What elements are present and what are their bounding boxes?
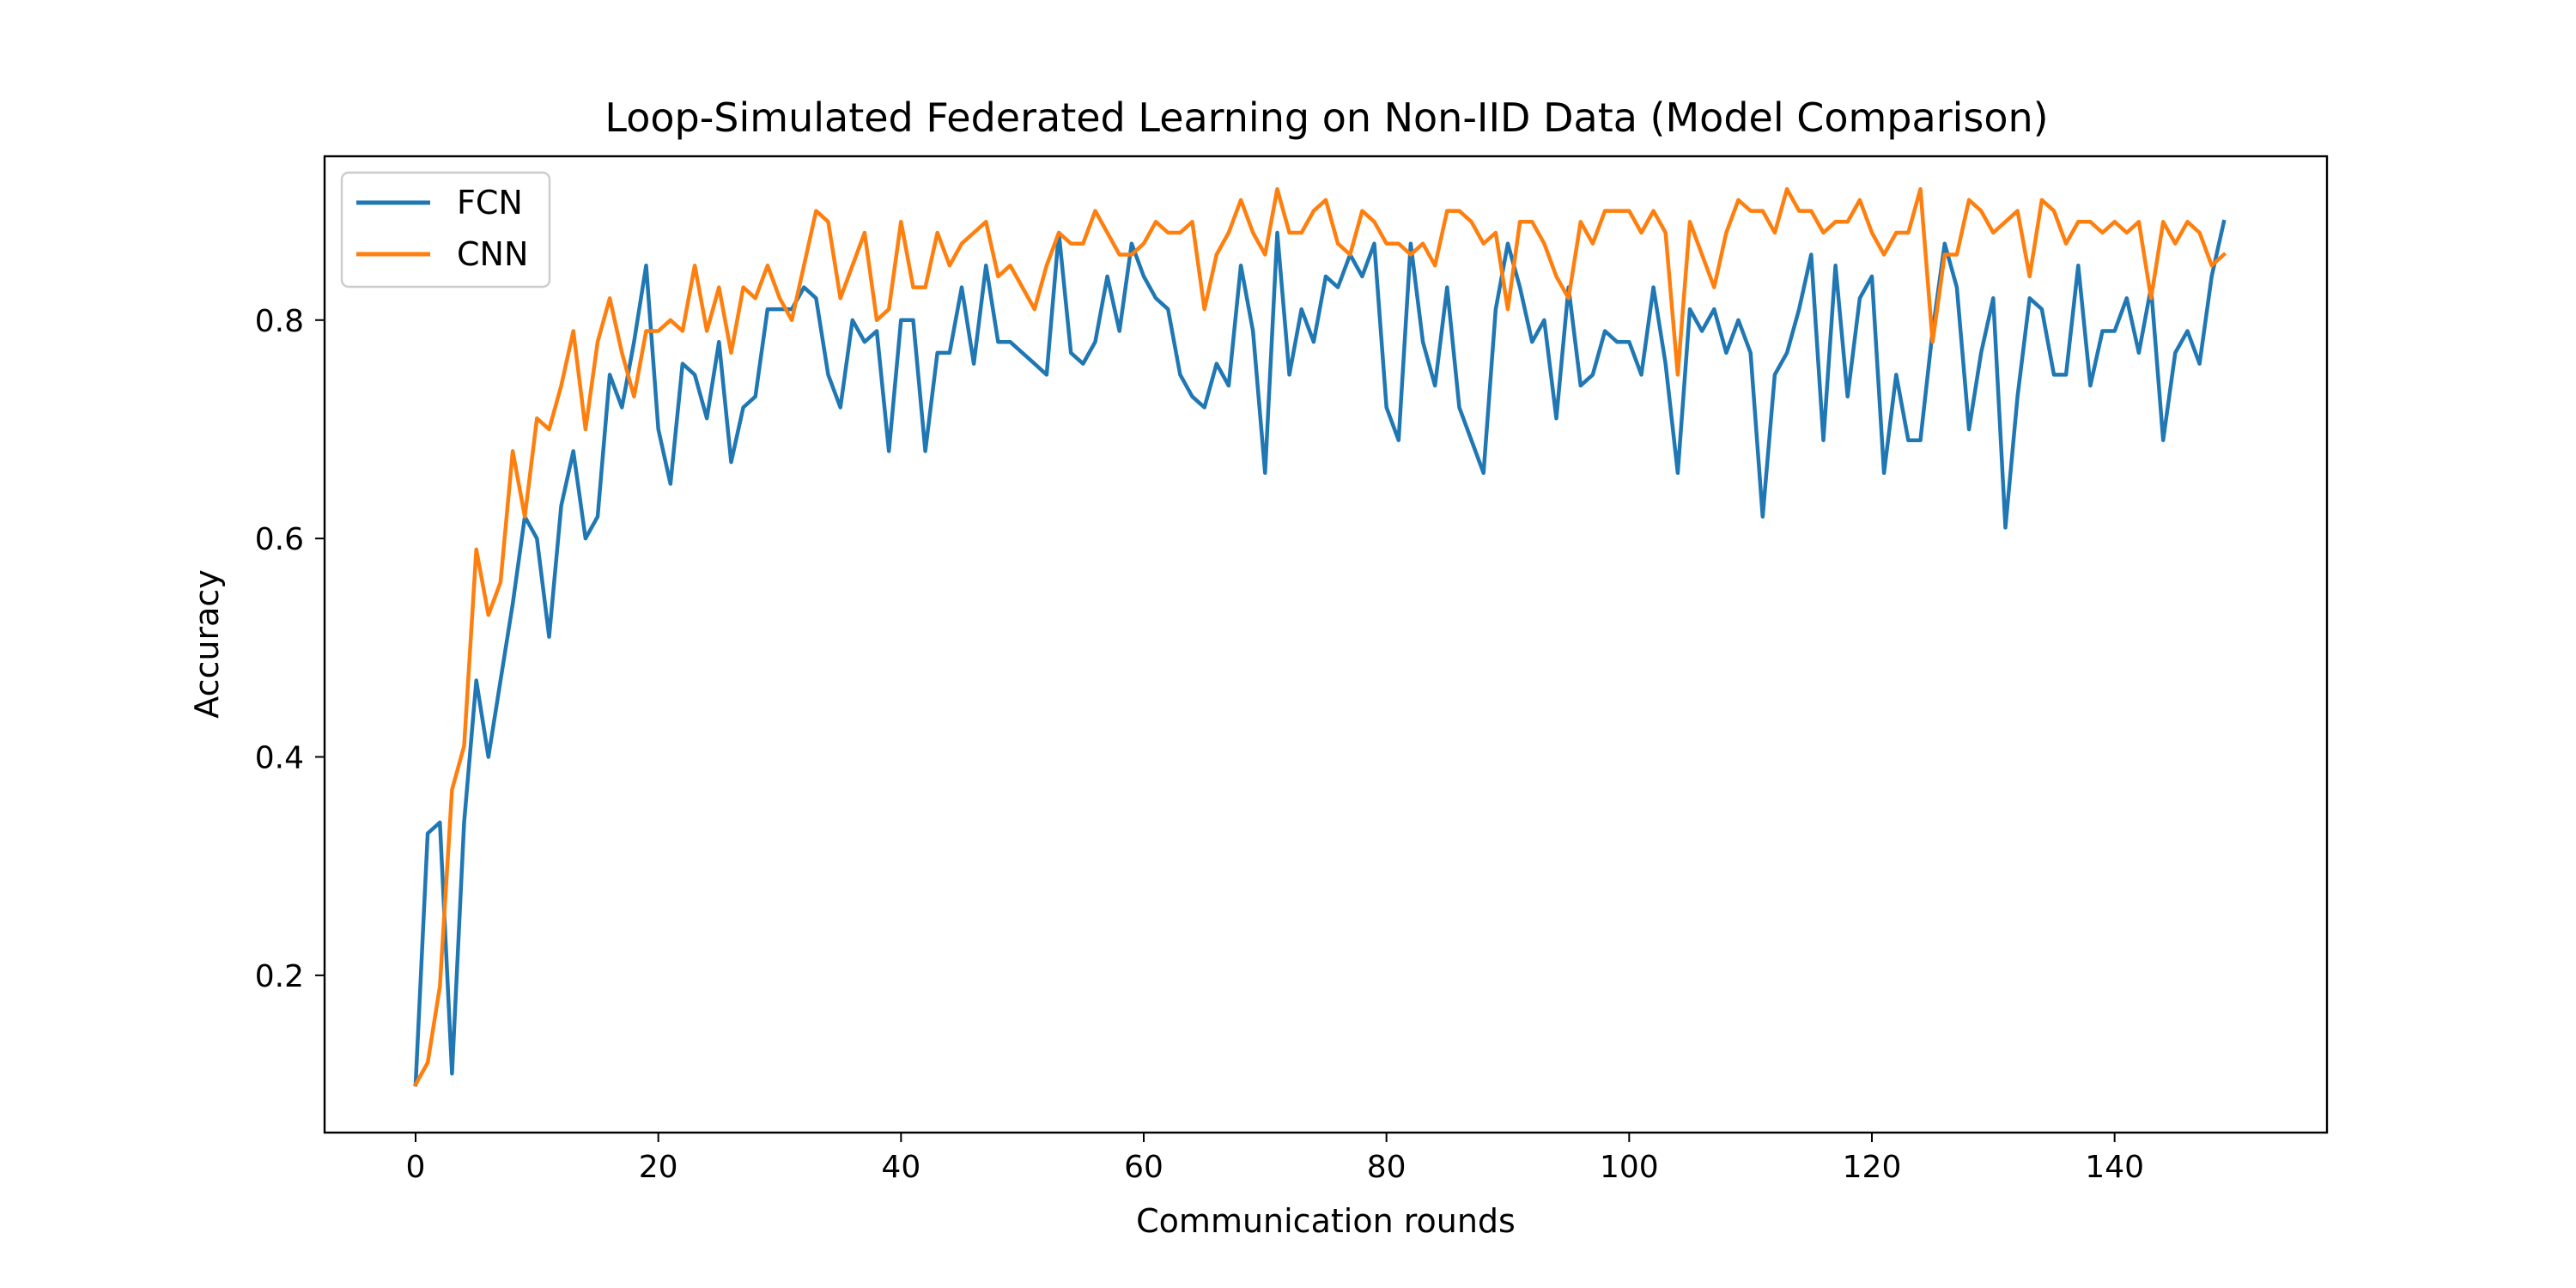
y-tick-label: 0.8 (255, 304, 304, 339)
y-axis: 0.2 0.4 0.6 0.8 (255, 304, 325, 994)
plot-area (412, 186, 2227, 1088)
series-line-fcn (413, 219, 2227, 1087)
legend: FCN CNN (340, 171, 551, 289)
x-tick-label: 120 (1843, 1150, 1902, 1185)
series-line-cnn (412, 186, 2227, 1088)
y-tick-label: 0.2 (255, 959, 304, 994)
x-axis-label: Communication rounds (1136, 1202, 1516, 1240)
y-axis-label: Accuracy (188, 569, 226, 719)
x-tick-label: 140 (2085, 1150, 2144, 1185)
x-tick-label: 100 (1600, 1150, 1659, 1185)
x-tick-label: 20 (639, 1150, 678, 1185)
legend-label-cnn: CNN (457, 235, 528, 273)
axes-frame (323, 155, 2329, 1134)
chart-title: Loop-Simulated Federated Learning on Non… (605, 94, 2048, 141)
x-tick-label: 0 (406, 1150, 426, 1185)
y-tick-label: 0.6 (255, 522, 304, 557)
y-tick-label: 0.4 (255, 740, 304, 775)
x-tick-label: 40 (881, 1150, 920, 1185)
legend-label-fcn: FCN (457, 184, 523, 222)
x-tick-label: 80 (1367, 1150, 1406, 1185)
x-tick-label: 60 (1124, 1150, 1163, 1185)
x-axis: 0 20 40 60 80 100 120 140 (406, 1133, 2144, 1185)
